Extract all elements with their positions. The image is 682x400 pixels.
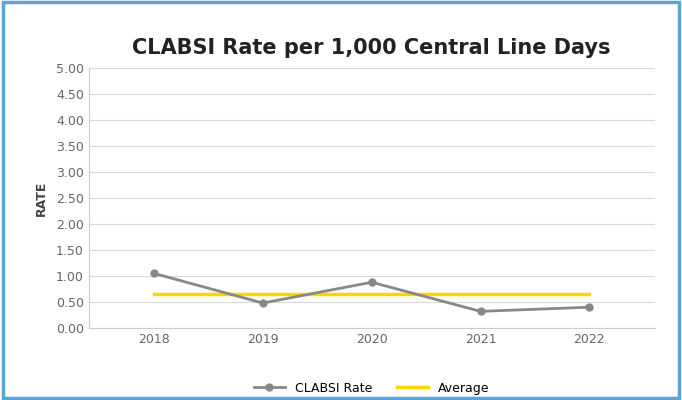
Average [150, 292, 158, 297]
CLABSI Rate [585, 305, 593, 310]
Title: CLABSI Rate per 1,000 Central Line Days: CLABSI Rate per 1,000 Central Line Days [132, 38, 611, 58]
CLABSI Rate [368, 280, 376, 285]
CLABSI Rate [258, 301, 267, 306]
Average [368, 292, 376, 297]
Y-axis label: RATE: RATE [35, 180, 48, 216]
CLABSI Rate [477, 309, 485, 314]
Average [477, 292, 485, 297]
CLABSI Rate [150, 271, 158, 276]
Legend: CLABSI Rate, Average: CLABSI Rate, Average [248, 377, 495, 400]
Average [258, 292, 267, 297]
Line: CLABSI Rate: CLABSI Rate [151, 270, 593, 315]
Average [585, 292, 593, 297]
